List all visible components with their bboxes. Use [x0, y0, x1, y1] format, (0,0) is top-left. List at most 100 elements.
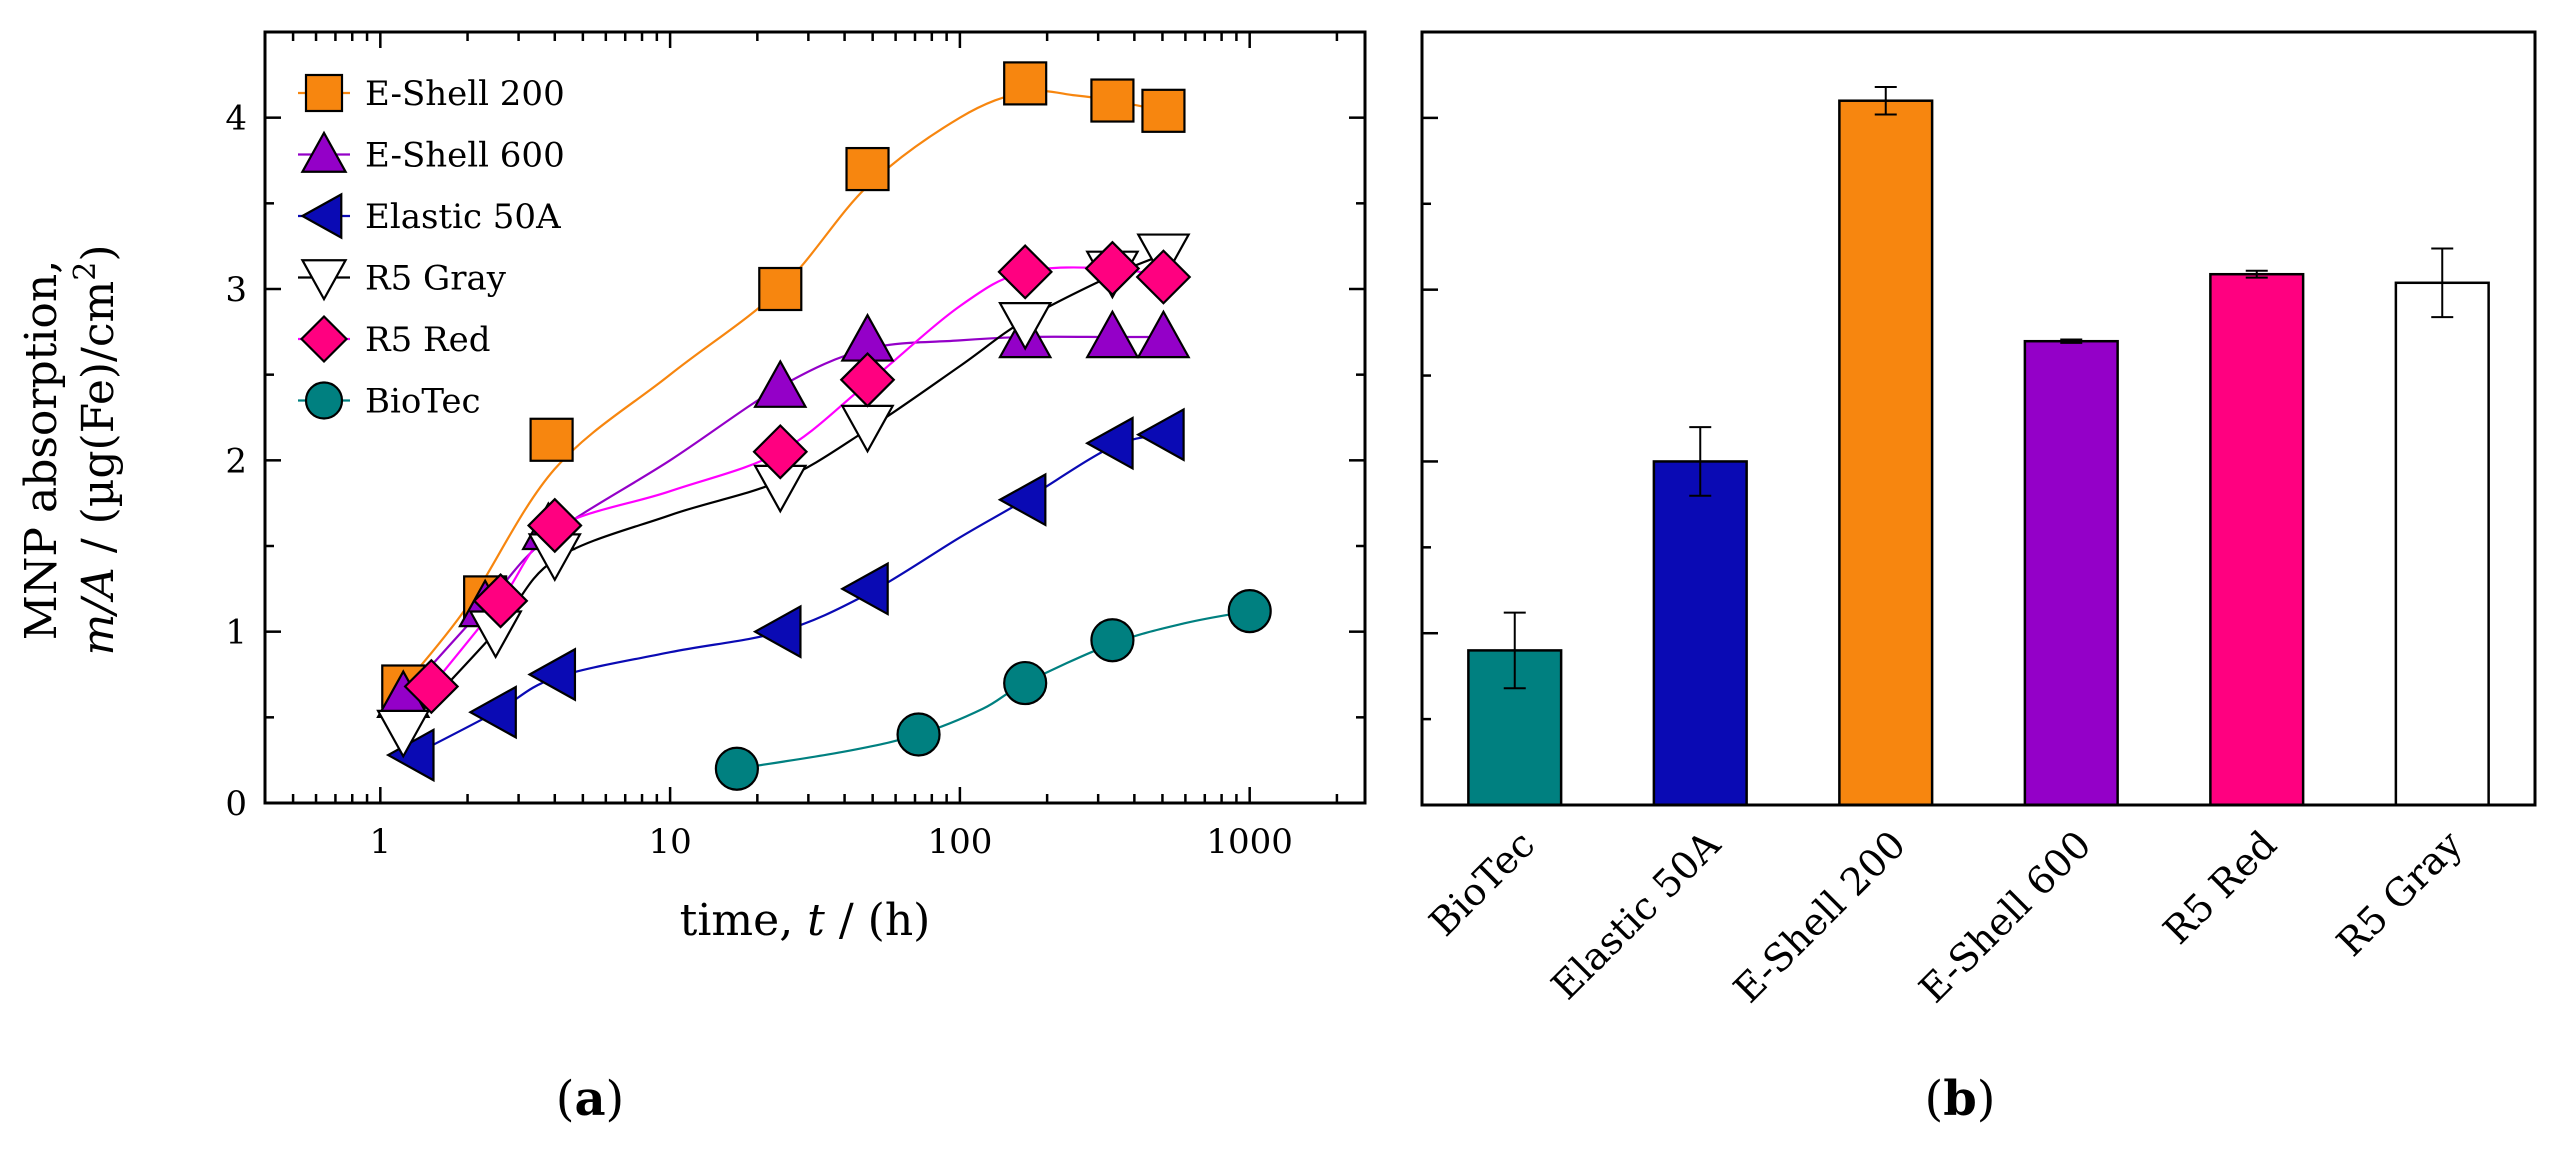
point-r5-red [752, 423, 809, 480]
point-elastic-50a [1135, 407, 1185, 462]
panel-a-legend: E-Shell 200 E-Shell 600 Elastic 50A R5 Gray… [298, 73, 565, 422]
category-label-e-shell-600: E-Shell 600 [1911, 822, 2100, 1011]
point-r5-gray [840, 404, 895, 454]
point-biotec [896, 712, 941, 757]
curve-e-shell-200 [402, 89, 1164, 688]
point-r5-red [1135, 249, 1192, 305]
panel-a-data-markers [376, 61, 1272, 791]
error-bar-e-shell-200 [1874, 85, 1897, 116]
series-e-shell-600 [376, 309, 1191, 719]
x-tick-label: 100 [927, 822, 992, 862]
y-tick-label: 0 [225, 784, 247, 824]
category-label-r5-gray: R5 Gray [2328, 822, 2471, 965]
panel-b-y-ticks [1422, 116, 1438, 721]
point-elastic-50a [997, 472, 1047, 527]
point-e-shell-200 [1003, 61, 1048, 106]
legend-label: E-Shell 600 [365, 136, 565, 176]
error-bar-biotec [1503, 611, 1526, 690]
category-label-elastic-50a: Elastic 50A [1543, 822, 1729, 1008]
point-biotec [1227, 589, 1272, 634]
point-elastic-50a [1084, 416, 1134, 471]
point-elastic-50a [840, 561, 889, 616]
point-r5-red [403, 658, 460, 715]
x-tick-label: 1000 [1206, 822, 1293, 862]
curve-elastic-50a [412, 433, 1164, 757]
x-tick-label: 10 [648, 822, 691, 862]
point-elastic-50a [527, 647, 577, 702]
curve-biotec [736, 610, 1250, 770]
legend-label: BioTec [365, 382, 481, 422]
point-r5-red [472, 573, 529, 629]
panel-a-y-ticks: 0 1 2 3 4 [225, 30, 1365, 824]
legend-label: Elastic 50A [365, 197, 561, 237]
legend-item-r5-gray: R5 Gray [298, 259, 507, 302]
point-r5-red [526, 497, 583, 554]
point-e-shell-600 [1136, 309, 1191, 359]
series-elastic-50a [385, 407, 1185, 783]
error-bar-elastic-50a [1689, 426, 1712, 497]
point-e-shell-200 [845, 146, 890, 192]
y-tick-label: 3 [225, 270, 247, 310]
legend-marker-biotec [304, 381, 344, 420]
legend-marker-e-shell-600 [300, 130, 348, 173]
point-e-shell-200 [758, 266, 803, 312]
bar-r5-gray [2394, 281, 2490, 807]
error-bar-r5-red [2245, 269, 2268, 279]
point-biotec [1003, 660, 1048, 706]
point-r5-red [839, 352, 896, 408]
panel-b-error-bars [1503, 85, 2454, 690]
panel-a-y-axis-title-line1: MNP absorption, [16, 260, 67, 640]
point-e-shell-200 [529, 417, 574, 462]
panel-a-plot-frame [263, 30, 1367, 805]
point-e-shell-600 [753, 359, 808, 408]
legend-item-elastic-50a: Elastic 50A [298, 192, 561, 240]
panel-b-plot-frame [1420, 30, 2537, 807]
panel-b-bars [1467, 99, 2490, 807]
point-r5-gray [998, 302, 1053, 351]
legend-label: E-Shell 200 [365, 74, 565, 114]
panel-b-label: (b) [1924, 1071, 1995, 1127]
panel-a-y-axis-title-line2: m/A / (µg(Fe)/cm2) [68, 244, 124, 655]
legend-marker-r5-gray [300, 259, 348, 302]
legend-item-e-shell-200: E-Shell 200 [298, 73, 565, 114]
panel-a-y-axis-title: MNP absorption, m/A / (µg(Fe)/cm2) [16, 244, 124, 655]
panel-a-label: (a) [556, 1071, 625, 1127]
category-label-r5-red: R5 Red [2155, 822, 2285, 952]
legend-marker-elastic-50a [300, 192, 343, 240]
legend-label: R5 Red [365, 320, 491, 360]
panel-a-x-ticks: 1 10 100 1000 [263, 32, 1339, 862]
legend-item-r5-red: R5 Red [298, 314, 491, 364]
y-tick-label: 2 [225, 441, 247, 481]
y-tick-label: 1 [225, 613, 247, 653]
legend-marker-e-shell-200 [304, 73, 344, 113]
point-biotec [714, 746, 759, 791]
point-r5-red [997, 244, 1053, 300]
error-bar-e-shell-600 [2060, 338, 2083, 344]
legend-item-biotec: BioTec [298, 381, 481, 422]
series-r5-gray [376, 233, 1191, 759]
legend-label: R5 Gray [365, 259, 507, 299]
bar-r5-red [2209, 272, 2305, 807]
point-biotec [1090, 618, 1135, 663]
y-tick-label: 4 [225, 99, 247, 139]
x-tick-label: 1 [369, 822, 391, 862]
series-r5-red [403, 240, 1192, 715]
bar-e-shell-200 [1838, 99, 1934, 807]
point-r5-red [1084, 240, 1141, 297]
legend-item-e-shell-600: E-Shell 600 [298, 130, 565, 176]
point-e-shell-200 [1090, 78, 1135, 123]
bar-e-shell-600 [2023, 339, 2119, 807]
point-r5-gray [376, 709, 431, 759]
point-e-shell-200 [1141, 88, 1186, 133]
point-elastic-50a [752, 604, 802, 659]
panel-a-x-axis-title: time, t / (h) [680, 895, 931, 946]
series-biotec [714, 589, 1272, 791]
point-e-shell-600 [1085, 309, 1140, 359]
category-label-e-shell-200: E-Shell 200 [1725, 822, 1914, 1011]
point-elastic-50a [468, 685, 517, 740]
category-label-biotec: BioTec [1421, 822, 1543, 944]
